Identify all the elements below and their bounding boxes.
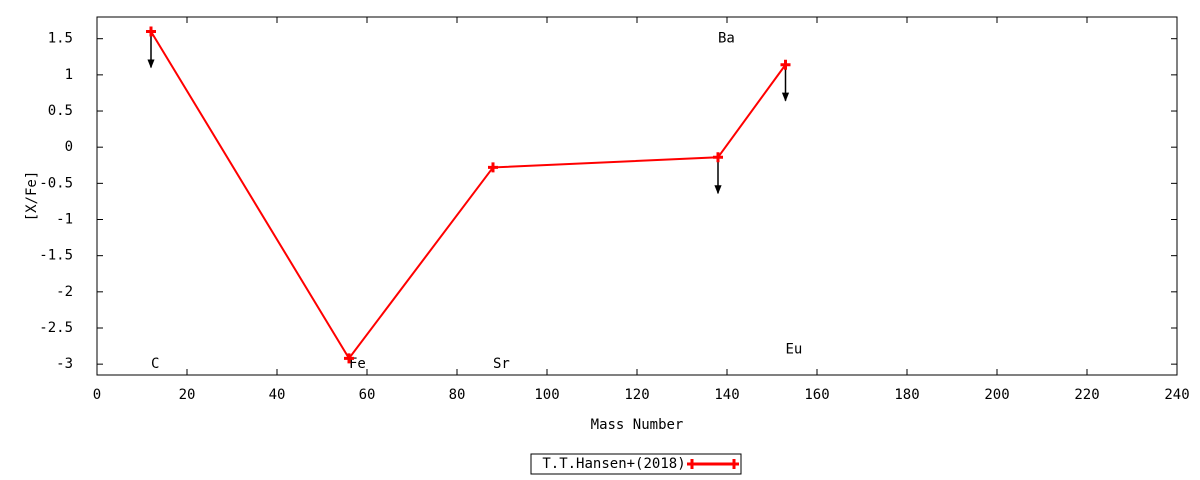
y-axis-label: [X/Fe] <box>24 171 40 222</box>
legend-marker <box>687 459 697 469</box>
y-tick-label: -0.5 <box>39 175 73 191</box>
x-tick-label: 80 <box>449 387 466 403</box>
y-tick-label: 1 <box>65 67 73 83</box>
x-tick-label: 120 <box>624 387 649 403</box>
legend-label: T.T.Hansen+(2018) <box>542 456 685 472</box>
y-tick-label: -2.5 <box>39 320 73 336</box>
series-line <box>150 30 787 361</box>
x-tick-label: 140 <box>714 387 739 403</box>
x-axis-label: Mass Number <box>591 417 684 433</box>
y-tick-label: 1.5 <box>48 31 73 47</box>
plot-frame <box>96 16 1178 376</box>
data-point <box>713 152 723 163</box>
y-tick-label: -3 <box>56 356 73 372</box>
x-tick-label: 180 <box>894 387 919 403</box>
annotation: Eu <box>786 342 803 358</box>
annotation: Fe <box>349 356 366 372</box>
y-tick-label: 0 <box>65 139 73 155</box>
annotation: C <box>151 356 159 372</box>
y-tick-label: -1 <box>56 212 73 228</box>
x-tick-label: 40 <box>269 387 286 403</box>
annotation: Sr <box>493 356 510 372</box>
x-tick-label: 0 <box>93 387 101 403</box>
data-point <box>344 353 354 364</box>
x-tick-label: 240 <box>1164 387 1189 403</box>
x-tick-label: 160 <box>804 387 829 403</box>
x-tick-label: 220 <box>1074 387 1099 403</box>
legend-box <box>530 453 742 475</box>
x-tick-label: 200 <box>984 387 1009 403</box>
annotation: Ba <box>718 31 735 47</box>
y-tick-label: -2 <box>56 284 73 300</box>
data-point <box>780 59 791 70</box>
x-tick-label: 20 <box>179 387 196 403</box>
data-point <box>488 162 498 173</box>
legend-marker <box>729 459 739 469</box>
x-tick-label: 100 <box>534 387 559 403</box>
data-point <box>146 26 156 37</box>
y-tick-label: 0.5 <box>48 103 73 119</box>
x-tick-label: 60 <box>359 387 376 403</box>
y-tick-label: -1.5 <box>39 248 73 264</box>
